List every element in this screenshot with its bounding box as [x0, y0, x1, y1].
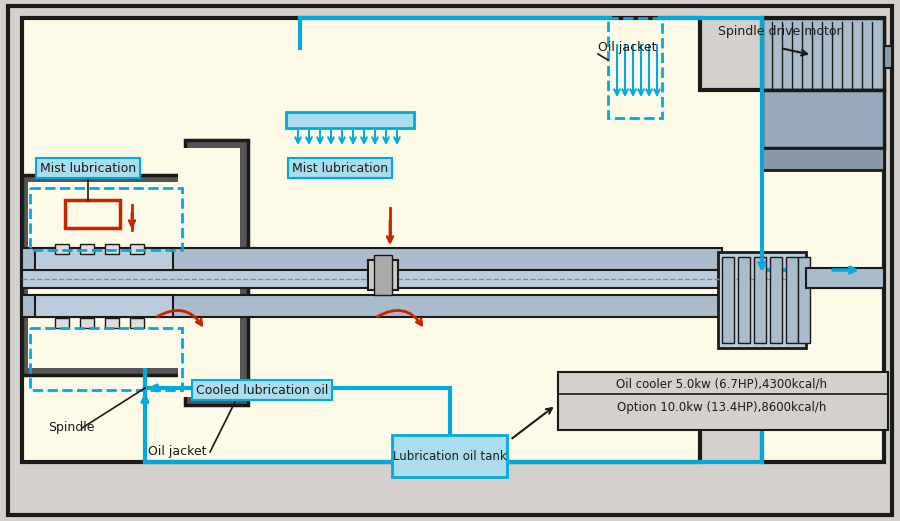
Bar — [884, 46, 892, 68]
Text: Oil jacket: Oil jacket — [148, 445, 206, 458]
Bar — [786, 257, 798, 343]
Bar — [718, 252, 806, 348]
Bar — [738, 257, 750, 343]
Bar — [35, 295, 173, 317]
Bar — [30, 328, 182, 390]
Bar — [22, 270, 884, 288]
Text: Option 10.0kw (13.4HP),8600kcal/h: Option 10.0kw (13.4HP),8600kcal/h — [617, 402, 827, 415]
Bar — [754, 257, 766, 343]
Bar — [22, 295, 722, 317]
Bar — [798, 257, 810, 343]
Bar — [762, 90, 884, 148]
Bar — [368, 260, 398, 290]
Bar — [55, 318, 69, 328]
Bar — [30, 188, 182, 250]
Bar — [806, 268, 884, 288]
Bar — [55, 244, 69, 254]
Text: Lubrication oil tank: Lubrication oil tank — [393, 450, 507, 463]
Text: Cooled lubrication oil: Cooled lubrication oil — [196, 383, 328, 396]
Bar — [722, 257, 734, 343]
Polygon shape — [22, 18, 884, 462]
Bar — [105, 244, 119, 254]
Bar — [762, 18, 884, 90]
Bar — [608, 18, 662, 118]
Bar — [770, 257, 782, 343]
Text: Spindle: Spindle — [48, 421, 94, 435]
Text: Mist lubrication: Mist lubrication — [292, 162, 388, 175]
Bar — [374, 255, 392, 295]
Text: Mist lubrication: Mist lubrication — [40, 162, 136, 175]
Bar — [105, 318, 119, 328]
Bar — [130, 244, 144, 254]
Polygon shape — [22, 140, 248, 405]
Text: Spindle drive motor: Spindle drive motor — [718, 26, 842, 39]
Text: Oil jacket: Oil jacket — [598, 42, 656, 55]
Bar — [80, 244, 94, 254]
Bar — [558, 372, 888, 430]
Bar — [65, 200, 120, 228]
Bar — [130, 318, 144, 328]
Bar — [22, 248, 722, 270]
Bar — [80, 318, 94, 328]
Bar — [392, 435, 507, 477]
Text: Oil cooler 5.0kw (6.7HP),4300kcal/h: Oil cooler 5.0kw (6.7HP),4300kcal/h — [616, 378, 827, 391]
Bar — [35, 248, 173, 270]
Polygon shape — [28, 148, 240, 397]
Bar — [762, 148, 884, 170]
Bar — [286, 112, 414, 128]
